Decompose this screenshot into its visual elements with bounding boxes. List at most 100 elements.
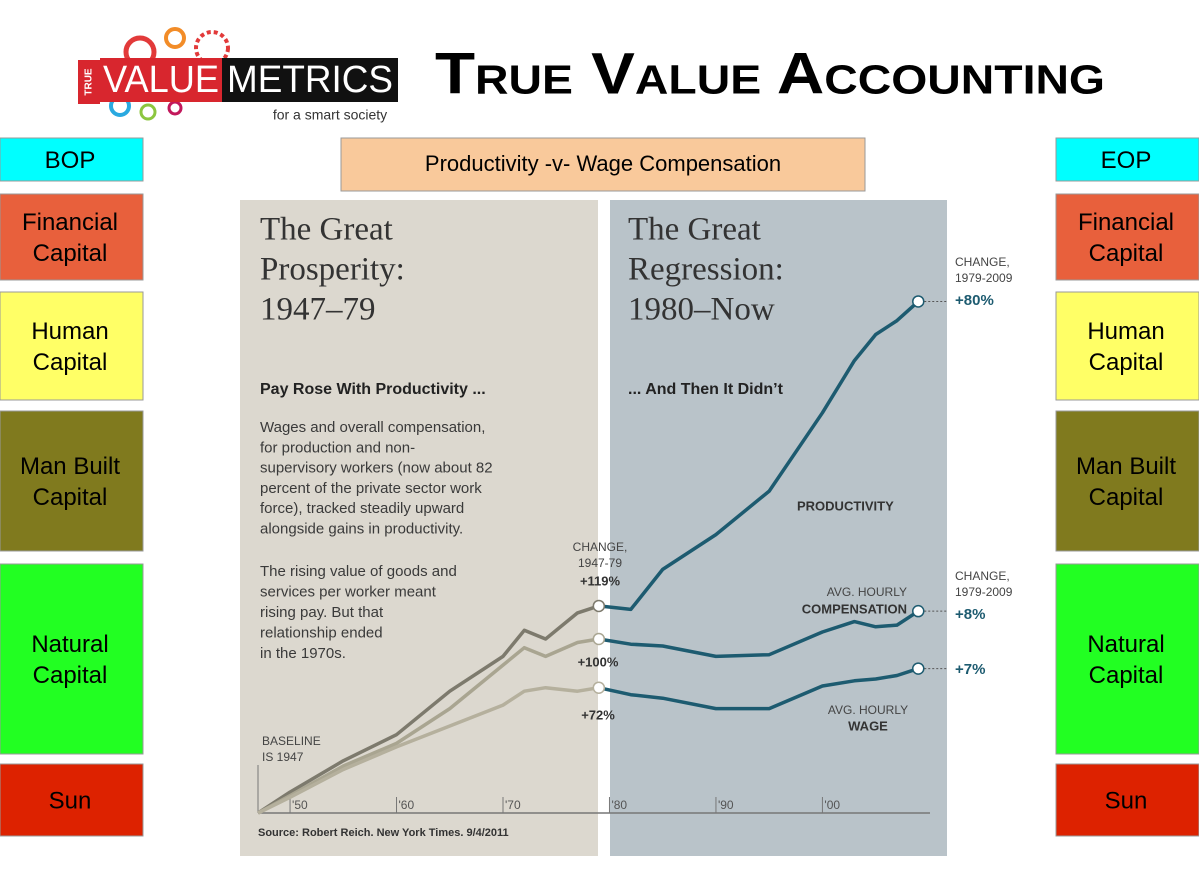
chart-heading-box	[340, 137, 866, 192]
series-line	[257, 685, 600, 815]
x-tick-label: '50	[292, 798, 308, 812]
capital-box	[0, 291, 144, 401]
series-label: PRODUCTIVITY	[797, 498, 894, 513]
era1-title: The Great	[260, 212, 393, 248]
annotation: AVG. HOURLY	[828, 703, 908, 717]
capital-label: Natural	[1087, 631, 1164, 658]
capital-box	[0, 563, 144, 755]
series-line	[257, 637, 600, 815]
capital-label: Capital	[1089, 349, 1164, 376]
capital-label: Capital	[33, 349, 108, 376]
capital-box	[1055, 291, 1199, 401]
series-line	[598, 300, 920, 612]
paragraph: force), tracked steadily upward	[260, 500, 464, 517]
paragraph: for production and non-	[260, 439, 415, 456]
logo-true: TRUE	[84, 68, 95, 96]
capital-label: Man Built	[20, 453, 120, 480]
annotation: +7%	[955, 661, 985, 678]
point-marker	[592, 599, 606, 613]
capital-label: Financial	[1078, 209, 1174, 236]
x-tick-label: '80	[611, 798, 627, 812]
point-marker	[912, 295, 925, 308]
series-label: WAGE	[848, 718, 888, 733]
series-line	[257, 604, 600, 815]
series-label: COMPENSATION	[802, 601, 907, 616]
paragraph: rising pay. But that	[260, 604, 384, 621]
logo-metrics: METRICS	[227, 59, 393, 101]
capital-box	[1055, 193, 1199, 281]
capital-label: Sun	[1105, 787, 1148, 814]
era1-title: 1947–79	[260, 292, 376, 328]
annotation: +119%	[580, 573, 621, 588]
era2-title: The Great	[628, 212, 761, 248]
slide-title: True Value Accounting	[435, 41, 1105, 106]
capital-box	[1055, 763, 1199, 837]
paragraph: alongside gains in productivity.	[260, 520, 463, 537]
annotation: 1947-79	[578, 556, 622, 570]
annotation: AVG. HOURLY	[827, 585, 907, 599]
annotation: +100%	[578, 654, 619, 669]
capital-label: Human	[31, 318, 108, 345]
point-marker	[592, 681, 606, 694]
annotation: +8%	[955, 606, 985, 623]
series-line	[598, 609, 920, 659]
annotation: +72%	[581, 707, 615, 722]
paragraph: Wages and overall compensation,	[260, 419, 485, 436]
paragraph: relationship ended	[260, 624, 383, 641]
paragraph: services per worker meant	[260, 583, 437, 600]
annotation: 1979-2009	[955, 585, 1013, 599]
x-tick-label: '90	[718, 798, 734, 812]
capital-box	[0, 763, 144, 837]
annotation: CHANGE,	[955, 569, 1010, 583]
era2-title: Regression:	[628, 252, 784, 288]
chart-heading: Productivity -v- Wage Compensation	[425, 151, 781, 176]
era2-panel	[610, 200, 947, 856]
capital-label: Financial	[22, 209, 118, 236]
capital-box	[1055, 410, 1199, 552]
x-tick-label: '00	[824, 798, 840, 812]
point-marker	[912, 662, 925, 675]
annotation: +80%	[955, 292, 994, 309]
annotation: 1979-2009	[955, 271, 1013, 285]
capital-box	[0, 193, 144, 281]
capital-label: Sun	[49, 787, 92, 814]
capital-label: Human	[1087, 318, 1164, 345]
capital-label: Capital	[33, 662, 108, 689]
x-tick-label: '60	[399, 798, 415, 812]
logo-tagline: for a smart society	[273, 107, 387, 123]
x-tick-label: '70	[505, 798, 521, 812]
point-marker	[592, 632, 606, 646]
capital-label: Capital	[33, 240, 108, 267]
capital-box	[1055, 137, 1199, 182]
annotation: CHANGE,	[573, 540, 628, 554]
capital-label: BOP	[45, 147, 96, 174]
capital-label: Man Built	[1076, 453, 1176, 480]
era1-title: Prosperity:	[260, 252, 405, 288]
capital-label: Capital	[1089, 240, 1164, 267]
era1-subtitle: Pay Rose With Productivity ...	[260, 381, 486, 398]
era1-panel	[240, 200, 598, 856]
baseline-note: IS 1947	[262, 750, 304, 764]
era2-title: 1980–Now	[628, 292, 775, 328]
source: Source: Robert Reich. New York Times. 9/…	[258, 827, 509, 839]
point-marker	[912, 604, 925, 618]
paragraph: in the 1970s.	[260, 645, 346, 662]
paragraph: The rising value of goods and	[260, 563, 457, 580]
capital-label: Capital	[1089, 662, 1164, 689]
logo-value: VALUE	[103, 59, 219, 101]
capital-box	[0, 410, 144, 552]
capital-label: Capital	[33, 484, 108, 511]
baseline-note: BASELINE	[262, 734, 321, 748]
paragraph: supervisory workers (now about 82	[260, 460, 493, 477]
era2-subtitle: ... And Then It Didn’t	[628, 381, 784, 398]
annotation: CHANGE,	[955, 255, 1010, 269]
capital-box	[1055, 563, 1199, 755]
capital-label: Natural	[31, 631, 108, 658]
series-line	[598, 666, 919, 711]
capital-label: EOP	[1101, 147, 1152, 174]
capital-box	[0, 137, 144, 182]
capital-label: Capital	[1089, 484, 1164, 511]
paragraph: percent of the private sector work	[260, 480, 482, 497]
logo-decoration	[78, 27, 398, 121]
